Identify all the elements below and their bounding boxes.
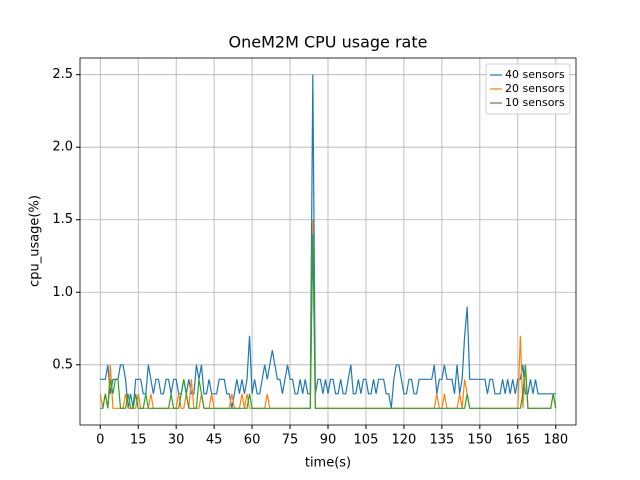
x-tick-label: 135 [429, 433, 454, 448]
y-tick-label: 1.0 [52, 285, 73, 300]
x-tick-label: 165 [505, 433, 530, 448]
x-tick-label: 15 [130, 433, 147, 448]
chart-title: OneM2M CPU usage rate [229, 33, 428, 52]
legend-label: 10 sensors [505, 96, 565, 109]
x-axis-label: time(s) [305, 456, 351, 471]
x-tick-label: 105 [354, 433, 379, 448]
y-axis-label: cpu_usage(%) [28, 195, 43, 287]
x-tick-label: 0 [96, 433, 104, 448]
x-tick-label: 30 [168, 433, 185, 448]
axes-frame [79, 57, 577, 426]
y-tick-label: 2.0 [52, 140, 73, 155]
legend-label: 40 sensors [505, 68, 565, 81]
x-tick-label: 45 [206, 433, 223, 448]
y-tick-label: 0.5 [52, 357, 73, 372]
legend-label: 20 sensors [505, 82, 565, 95]
data-line [100, 234, 557, 409]
x-tick-label: 60 [244, 433, 261, 448]
x-tick-label: 150 [467, 433, 492, 448]
data-line [100, 74, 556, 409]
x-tick-label: 120 [392, 433, 417, 448]
y-tick-label: 1.5 [52, 212, 73, 227]
legend-box [485, 63, 571, 115]
x-tick-label: 75 [282, 433, 299, 448]
y-tick-label: 2.5 [52, 67, 73, 82]
x-tick-label: 180 [543, 433, 568, 448]
x-tick-label: 90 [320, 433, 337, 448]
